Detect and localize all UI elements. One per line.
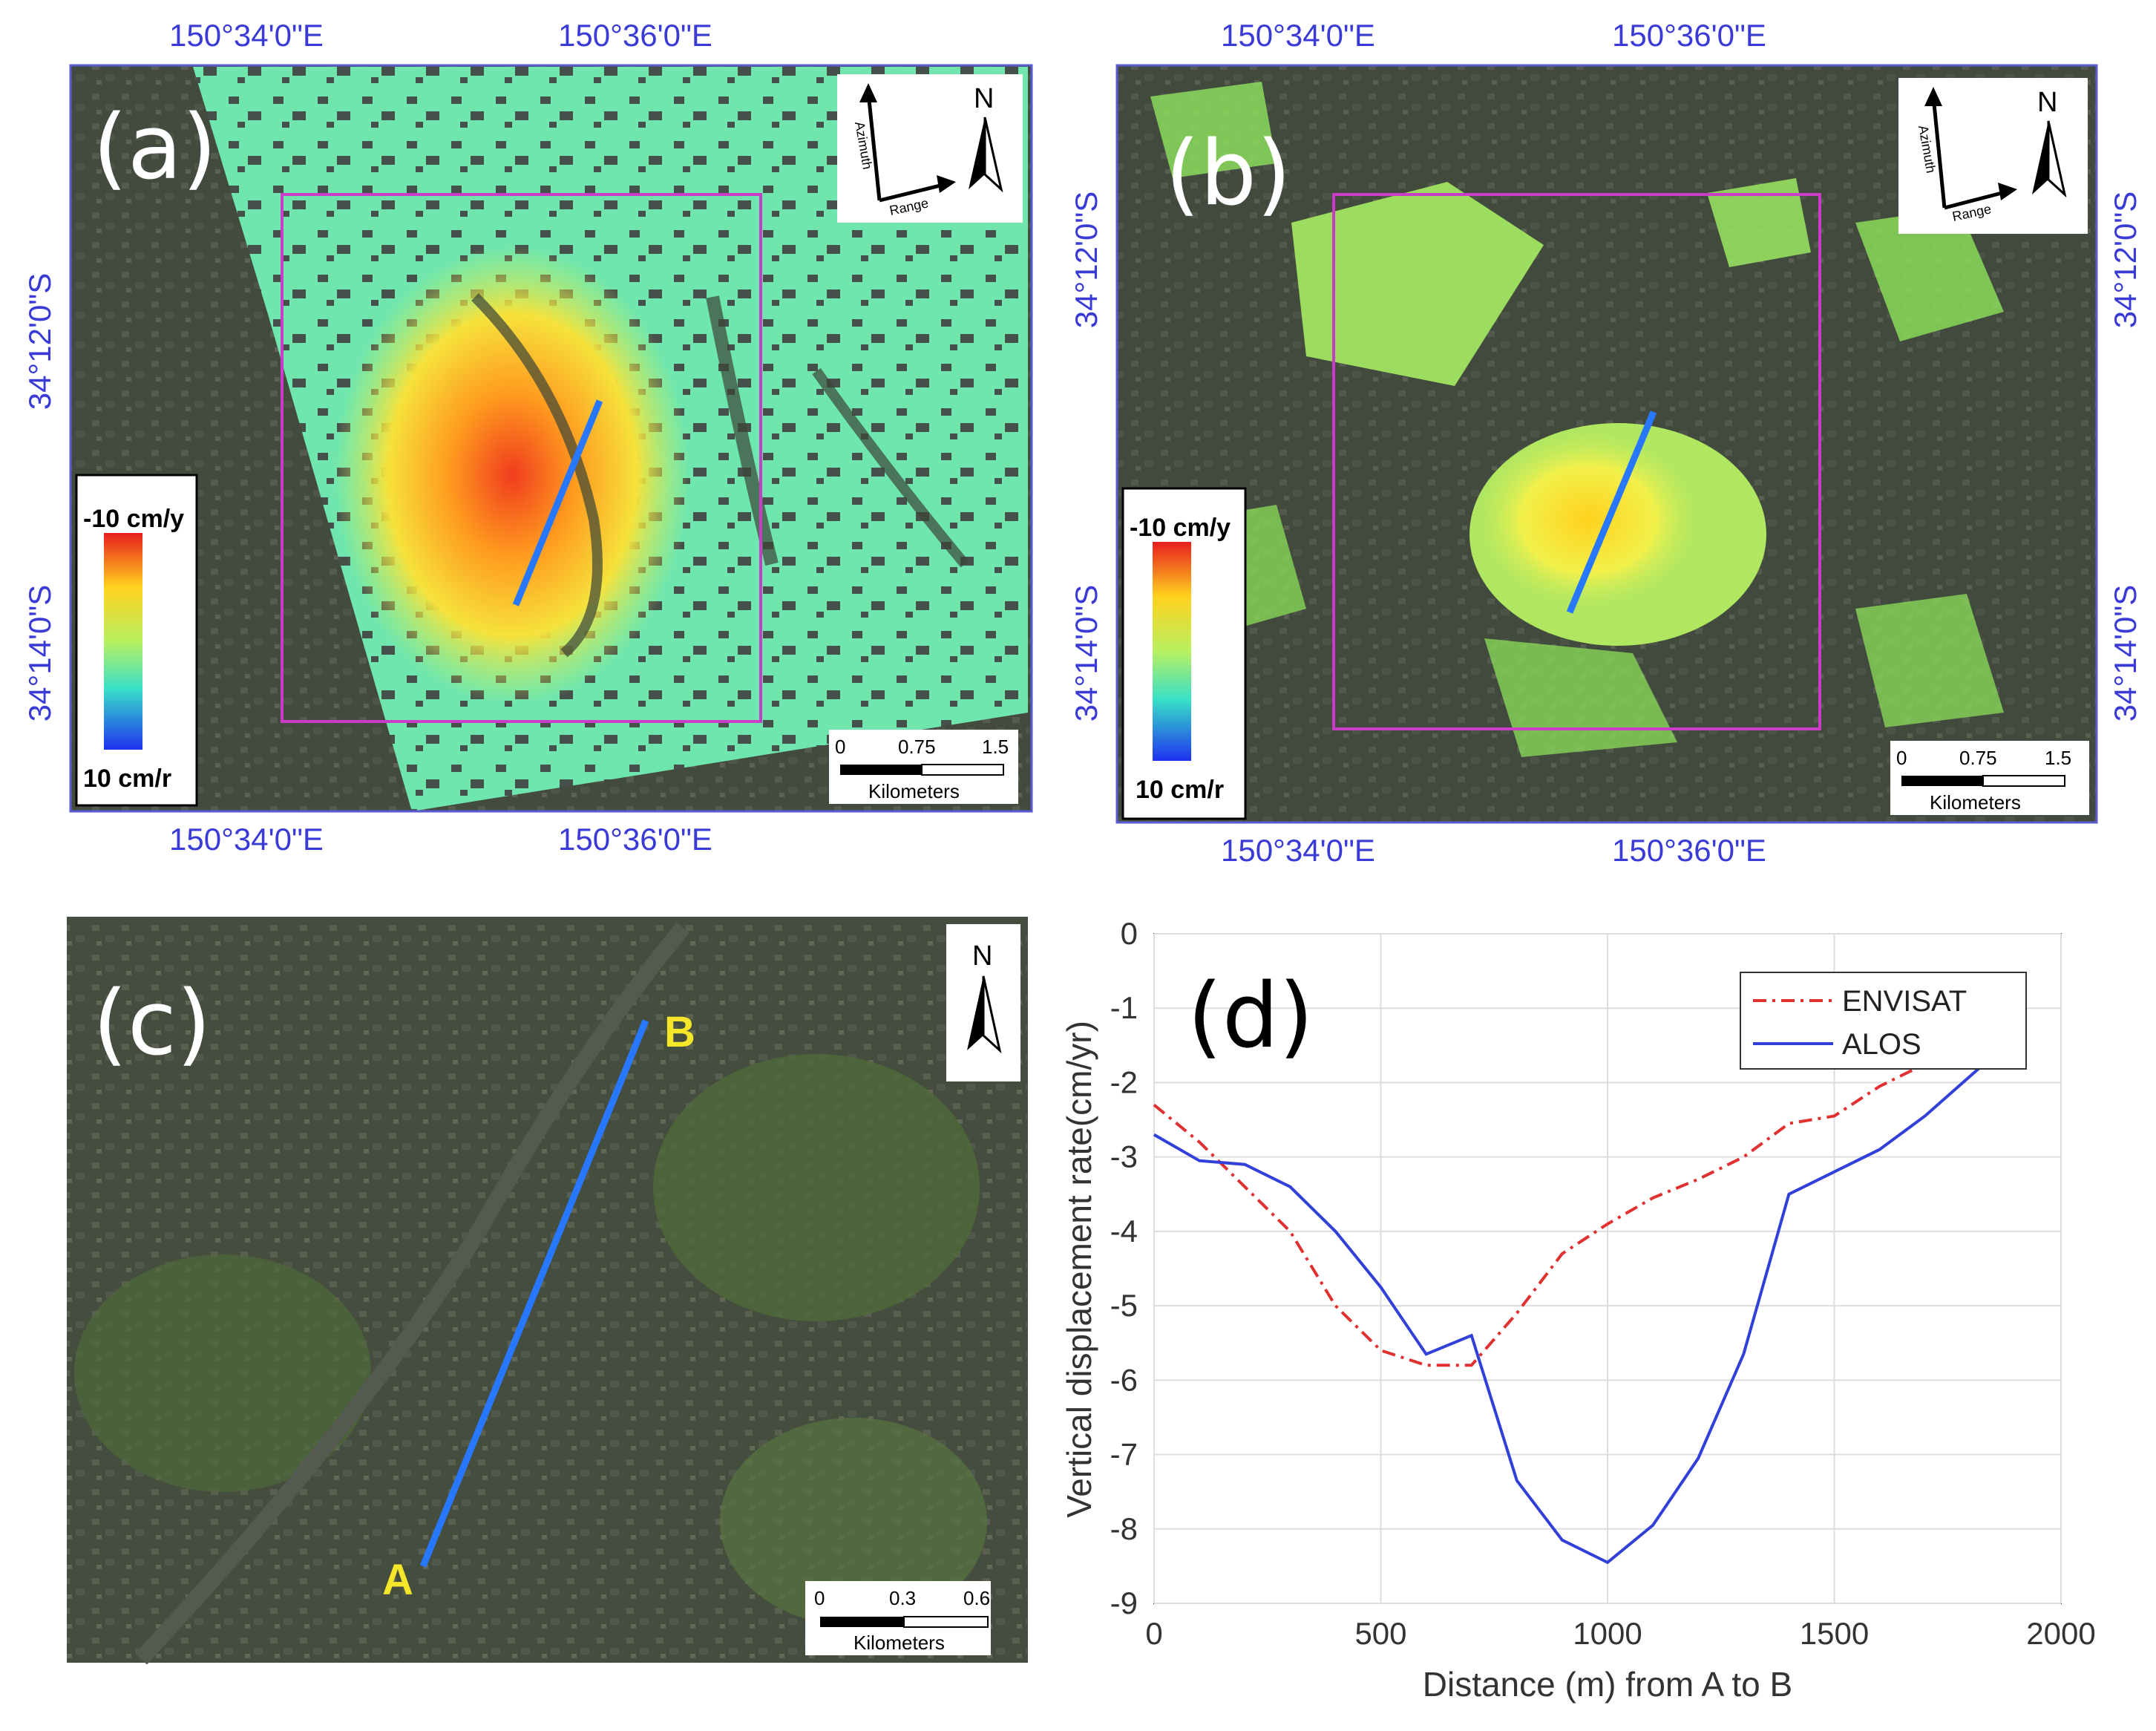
chart-x-tick-label: 500 <box>1354 1616 1406 1651</box>
panel-c-point-b: B <box>664 1008 695 1056</box>
panel-c-scale-unit: Kilometers <box>853 1632 945 1654</box>
panel-a-profile-line <box>512 399 603 606</box>
panel-c-point-a: A <box>382 1556 413 1604</box>
panel-b-top-lon-2: 150°36'0"E <box>1612 18 1766 53</box>
chart-x-tick-label: 2000 <box>2026 1616 2095 1651</box>
panel-d-label: (d) <box>1187 965 1314 1068</box>
chart-y-tick-label: -7 <box>1110 1437 1138 1472</box>
chart-series-alos <box>1153 1062 1985 1565</box>
panel-a-orientation-box: Azimuth Range N <box>837 74 1023 223</box>
panel-b-orientation-box: Azimuth Range N <box>1898 78 2088 234</box>
panel-c-scale-mid: 0.3 <box>889 1587 916 1609</box>
panel-a-colorbar-top: -10 cm/y <box>83 505 184 533</box>
chart-x-tick-label: 0 <box>1145 1616 1162 1651</box>
chart-y-tick-label: -9 <box>1110 1586 1138 1620</box>
panel-a-scale-max: 1.5 <box>982 736 1009 758</box>
panel-b-north-label: N <box>2037 87 2057 118</box>
chart-series-envisat <box>1153 1051 1971 1367</box>
panel-c-label: (c) <box>93 972 212 1076</box>
chart-y-tick-label: -3 <box>1110 1139 1138 1174</box>
panel-b-right-lat-2: 34°14'0"S <box>2108 585 2143 722</box>
chart-x-axis-label: Distance (m) from A to B <box>1423 1665 1792 1704</box>
chart-y-axis-label: Vertical displacement rate(cm/yr) <box>1060 1021 1098 1518</box>
panel-a-subsidence-bowl <box>334 245 690 705</box>
chart-series <box>1153 1051 1985 1565</box>
panel-a-north-arrow-icon <box>969 117 985 189</box>
panel-c-scale-0: 0 <box>814 1587 825 1609</box>
panel-b-scale-mid: 0.75 <box>1959 747 1997 769</box>
panel-a-bottom-lon-2: 150°36'0"E <box>558 822 712 857</box>
panel-a-study-box <box>281 193 762 723</box>
panel-c-north-arrow-icon <box>967 976 983 1050</box>
chart-y-tick-label: -1 <box>1110 990 1138 1025</box>
panel-a-label: (a) <box>93 96 217 200</box>
panel-a-colorbar-bottom: 10 cm/r <box>83 765 171 793</box>
panel-c-scalebar: 0 0.3 0.6 Kilometers <box>805 1581 991 1655</box>
chart-y-tick-label: -6 <box>1110 1362 1138 1397</box>
panel-b-subsidence-bowl <box>1477 431 1700 609</box>
panel-c-profile-line <box>419 1019 649 1568</box>
chart-y-tick-label: -4 <box>1110 1214 1138 1249</box>
panel-c-north-label: N <box>972 940 992 972</box>
chart-x-ticks: 0 500 1000 1500 2000 <box>1145 1616 2095 1651</box>
panel-d-chart: 0 -1 -2 -3 -4 -5 -6 -7 -8 -9 0 500 1000 1500 2000 (d)… <box>1060 916 2096 1704</box>
chart-x-tick-label: 1500 <box>1800 1616 1869 1651</box>
panel-b-left-lat-1: 34°12'0"S <box>1069 192 1104 329</box>
chart-y-tick-label: -5 <box>1110 1288 1138 1323</box>
panel-b-label: (b) <box>1165 122 1291 226</box>
panel-b-colorbar: -10 cm/y 10 cm/r <box>1121 487 1247 820</box>
panel-a-bottom-lon-1: 150°34'0"E <box>169 822 324 857</box>
panel-a-north-label: N <box>974 83 994 114</box>
chart-y-tick-label: 0 <box>1121 916 1138 951</box>
panel-b-profile-line <box>1566 410 1657 614</box>
panel-b-top-lon-1: 150°34'0"E <box>1221 18 1375 53</box>
legend-label-alos: ALOS <box>1842 1028 1921 1061</box>
panel-b-scale-0: 0 <box>1896 747 1907 769</box>
panel-a-scalebar: 0 0.75 1.5 Kilometers <box>829 730 1018 804</box>
panel-c-scale-max: 0.6 <box>963 1587 990 1609</box>
panel-c-road <box>134 923 689 1665</box>
panel-c: B A (c) N 0 0.3 0.6 Kilometers <box>67 917 1028 1665</box>
panel-a-left-lat-1: 34°12'0"S <box>22 273 57 410</box>
panel-b-left-lat-2: 34°14'0"S <box>1069 585 1104 722</box>
panel-a-scale-mid: 0.75 <box>898 736 936 758</box>
panel-b-north-arrow-icon <box>2032 121 2048 194</box>
panel-a-colorbar: -10 cm/y 10 cm/r <box>75 474 198 807</box>
panel-a-scale-unit: Kilometers <box>868 780 960 802</box>
panel-a-top-lon-2: 150°36'0"E <box>558 18 712 53</box>
panel-b-bottom-lon-2: 150°36'0"E <box>1612 833 1766 868</box>
panel-b-study-box <box>1332 193 1821 730</box>
chart-y-tick-label: -8 <box>1110 1511 1138 1546</box>
chart-legend: ENVISAT ALOS <box>1740 972 2027 1070</box>
panel-a-left-lat-2: 34°14'0"S <box>22 585 57 722</box>
chart-y-tick-label: -2 <box>1110 1064 1138 1099</box>
panel-b-scalebar: 0 0.75 1.5 Kilometers <box>1890 741 2089 815</box>
panel-b-colorbar-top: -10 cm/y <box>1130 514 1231 542</box>
chart-y-ticks: 0 -1 -2 -3 -4 -5 -6 -7 -8 -9 <box>1110 916 1138 1620</box>
panel-b-colorbar-bottom: 10 cm/r <box>1136 776 1224 804</box>
legend-label-envisat: ENVISAT <box>1842 985 1967 1018</box>
panel-a-scale-0: 0 <box>835 736 845 758</box>
chart-x-tick-label: 1000 <box>1573 1616 1642 1651</box>
panel-b: (b) 150°34'0"E 150°36'0"E 150°34'0"E 150… <box>1069 18 2143 868</box>
panel-b-scale-unit: Kilometers <box>1930 791 2021 814</box>
panel-b-bottom-lon-1: 150°34'0"E <box>1221 833 1375 868</box>
panel-a: (a) 150°34'0"E 150°36'0"E 150°34'0"E 150… <box>22 18 1033 857</box>
panel-c-north-box: N <box>946 924 1020 1082</box>
panel-b-scale-max: 1.5 <box>2045 747 2071 769</box>
panel-a-top-lon-1: 150°34'0"E <box>169 18 324 53</box>
panel-b-right-lat-1: 34°12'0"S <box>2108 192 2143 329</box>
